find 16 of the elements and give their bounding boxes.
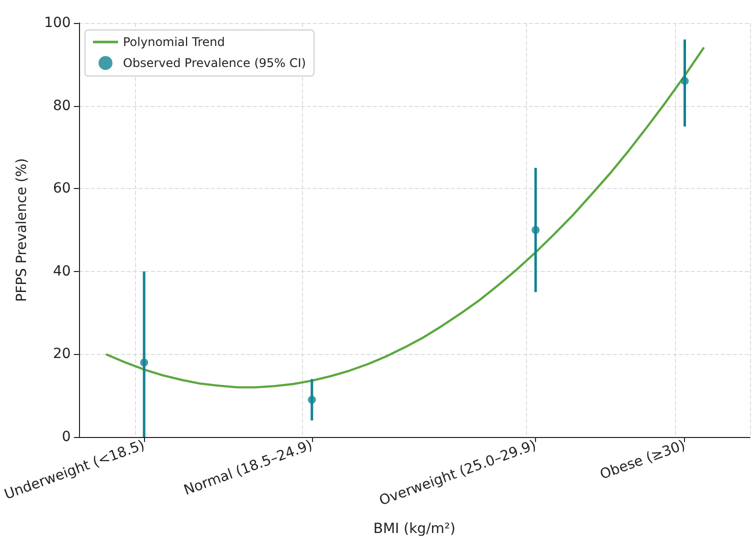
- y-tick-label: 60: [53, 180, 71, 197]
- x-axis-title: BMI (kg/m²): [373, 521, 456, 537]
- y-tick-label: 100: [44, 15, 71, 31]
- line-series: [106, 47, 704, 388]
- y-tick-label: 80: [53, 98, 71, 114]
- y-tick-label: 40: [53, 263, 71, 280]
- y-axis-title: PFPS Prevalence (%): [14, 158, 30, 302]
- x-tick-label: Obese (≥30): [598, 437, 688, 484]
- point: [680, 76, 689, 85]
- legend-label: Polynomial Trend: [123, 35, 225, 49]
- point: [308, 396, 316, 404]
- legend-label: Observed Prevalence (95% CI): [123, 56, 306, 70]
- y-tick-label: 0: [62, 429, 71, 445]
- point: [140, 358, 148, 366]
- point: [532, 226, 540, 234]
- y-tick-label: 20: [53, 346, 71, 362]
